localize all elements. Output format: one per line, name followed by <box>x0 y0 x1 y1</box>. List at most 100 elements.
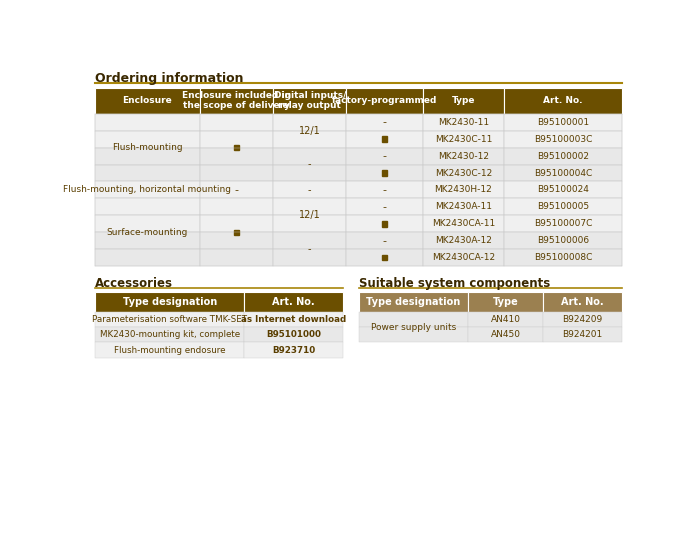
FancyBboxPatch shape <box>95 148 200 164</box>
FancyBboxPatch shape <box>346 182 423 198</box>
Text: Art. No.: Art. No. <box>561 296 604 307</box>
FancyBboxPatch shape <box>95 292 244 311</box>
FancyBboxPatch shape <box>504 198 622 215</box>
Text: Type designation: Type designation <box>366 296 461 307</box>
Bar <box>382 136 387 142</box>
FancyBboxPatch shape <box>423 164 504 182</box>
Text: MK2430CA-12: MK2430CA-12 <box>432 253 495 262</box>
FancyBboxPatch shape <box>199 130 274 148</box>
Text: MK2430A-12: MK2430A-12 <box>435 236 492 245</box>
FancyBboxPatch shape <box>274 148 346 164</box>
Text: B95100003C: B95100003C <box>534 135 592 143</box>
FancyBboxPatch shape <box>543 292 622 311</box>
FancyBboxPatch shape <box>274 114 346 130</box>
FancyBboxPatch shape <box>244 292 343 311</box>
Bar <box>382 221 387 227</box>
Text: Suitable system components: Suitable system components <box>358 277 550 290</box>
FancyBboxPatch shape <box>423 130 504 148</box>
Bar <box>234 230 239 235</box>
FancyBboxPatch shape <box>95 114 200 130</box>
FancyBboxPatch shape <box>423 215 504 233</box>
Text: AN410: AN410 <box>491 315 521 324</box>
FancyBboxPatch shape <box>95 182 200 198</box>
FancyBboxPatch shape <box>504 114 622 130</box>
FancyBboxPatch shape <box>346 249 423 266</box>
Text: B95100005: B95100005 <box>537 202 589 212</box>
FancyBboxPatch shape <box>199 249 274 266</box>
FancyBboxPatch shape <box>468 327 543 343</box>
Text: B95101000: B95101000 <box>266 330 321 339</box>
FancyBboxPatch shape <box>95 249 200 266</box>
FancyBboxPatch shape <box>95 164 200 182</box>
FancyBboxPatch shape <box>504 164 622 182</box>
Text: -: - <box>382 151 386 161</box>
Text: 12/1: 12/1 <box>299 211 321 220</box>
Bar <box>234 145 239 150</box>
Text: MK2430-11: MK2430-11 <box>438 118 489 127</box>
Text: B95100007C: B95100007C <box>534 219 592 228</box>
FancyBboxPatch shape <box>358 292 468 311</box>
FancyBboxPatch shape <box>423 182 504 198</box>
FancyBboxPatch shape <box>346 233 423 249</box>
Text: B95100024: B95100024 <box>538 185 589 194</box>
FancyBboxPatch shape <box>95 311 244 327</box>
Text: Accessories: Accessories <box>95 277 174 290</box>
FancyBboxPatch shape <box>543 327 622 343</box>
Text: Type designation: Type designation <box>122 296 217 307</box>
FancyBboxPatch shape <box>346 215 423 233</box>
FancyBboxPatch shape <box>423 249 504 266</box>
FancyBboxPatch shape <box>423 88 504 114</box>
FancyBboxPatch shape <box>95 215 200 233</box>
Text: -: - <box>382 117 386 127</box>
FancyBboxPatch shape <box>423 148 504 164</box>
Text: Power supply units: Power supply units <box>371 323 456 331</box>
Text: Type: Type <box>452 96 475 105</box>
FancyBboxPatch shape <box>199 233 274 249</box>
FancyBboxPatch shape <box>346 164 423 182</box>
Text: MK2430H-12: MK2430H-12 <box>435 185 492 194</box>
Text: Art. No.: Art. No. <box>272 296 315 307</box>
Text: B95100008C: B95100008C <box>534 253 592 262</box>
Text: MK2430C-11: MK2430C-11 <box>435 135 492 143</box>
Text: B924201: B924201 <box>563 330 603 339</box>
Text: B95100004C: B95100004C <box>534 169 592 178</box>
Text: Parameterisation software TMK-SET: Parameterisation software TMK-SET <box>92 315 247 324</box>
Text: MK2430-mounting kit, complete: MK2430-mounting kit, complete <box>99 330 239 339</box>
Text: Enclosure: Enclosure <box>122 96 172 105</box>
FancyBboxPatch shape <box>274 249 346 266</box>
FancyBboxPatch shape <box>346 114 423 130</box>
FancyBboxPatch shape <box>244 327 343 343</box>
FancyBboxPatch shape <box>468 292 543 311</box>
FancyBboxPatch shape <box>199 215 274 233</box>
FancyBboxPatch shape <box>504 88 622 114</box>
Text: B924209: B924209 <box>563 315 603 324</box>
Text: Ordering information: Ordering information <box>95 72 244 85</box>
FancyBboxPatch shape <box>274 182 346 198</box>
Text: B923710: B923710 <box>272 346 315 354</box>
FancyBboxPatch shape <box>468 311 543 327</box>
FancyBboxPatch shape <box>95 327 244 343</box>
FancyBboxPatch shape <box>199 182 274 198</box>
Text: -: - <box>234 185 239 195</box>
Text: MK2430CA-11: MK2430CA-11 <box>432 219 495 228</box>
FancyBboxPatch shape <box>95 198 200 215</box>
FancyBboxPatch shape <box>274 88 346 114</box>
Text: -: - <box>382 236 386 246</box>
FancyBboxPatch shape <box>504 182 622 198</box>
FancyBboxPatch shape <box>358 327 468 343</box>
Text: -: - <box>382 202 386 212</box>
Text: 12/1: 12/1 <box>299 126 321 136</box>
Text: B95100002: B95100002 <box>537 151 589 161</box>
Bar <box>382 170 387 176</box>
FancyBboxPatch shape <box>95 343 244 358</box>
Text: -: - <box>308 159 312 170</box>
FancyBboxPatch shape <box>423 233 504 249</box>
Text: Digital inputs/
relay output: Digital inputs/ relay output <box>274 91 346 110</box>
Text: -: - <box>382 185 386 195</box>
Text: Enclosure included in
the scope of delivery: Enclosure included in the scope of deliv… <box>182 91 291 110</box>
FancyBboxPatch shape <box>423 114 504 130</box>
FancyBboxPatch shape <box>346 88 423 114</box>
FancyBboxPatch shape <box>543 311 622 327</box>
FancyBboxPatch shape <box>199 114 274 130</box>
FancyBboxPatch shape <box>504 215 622 233</box>
